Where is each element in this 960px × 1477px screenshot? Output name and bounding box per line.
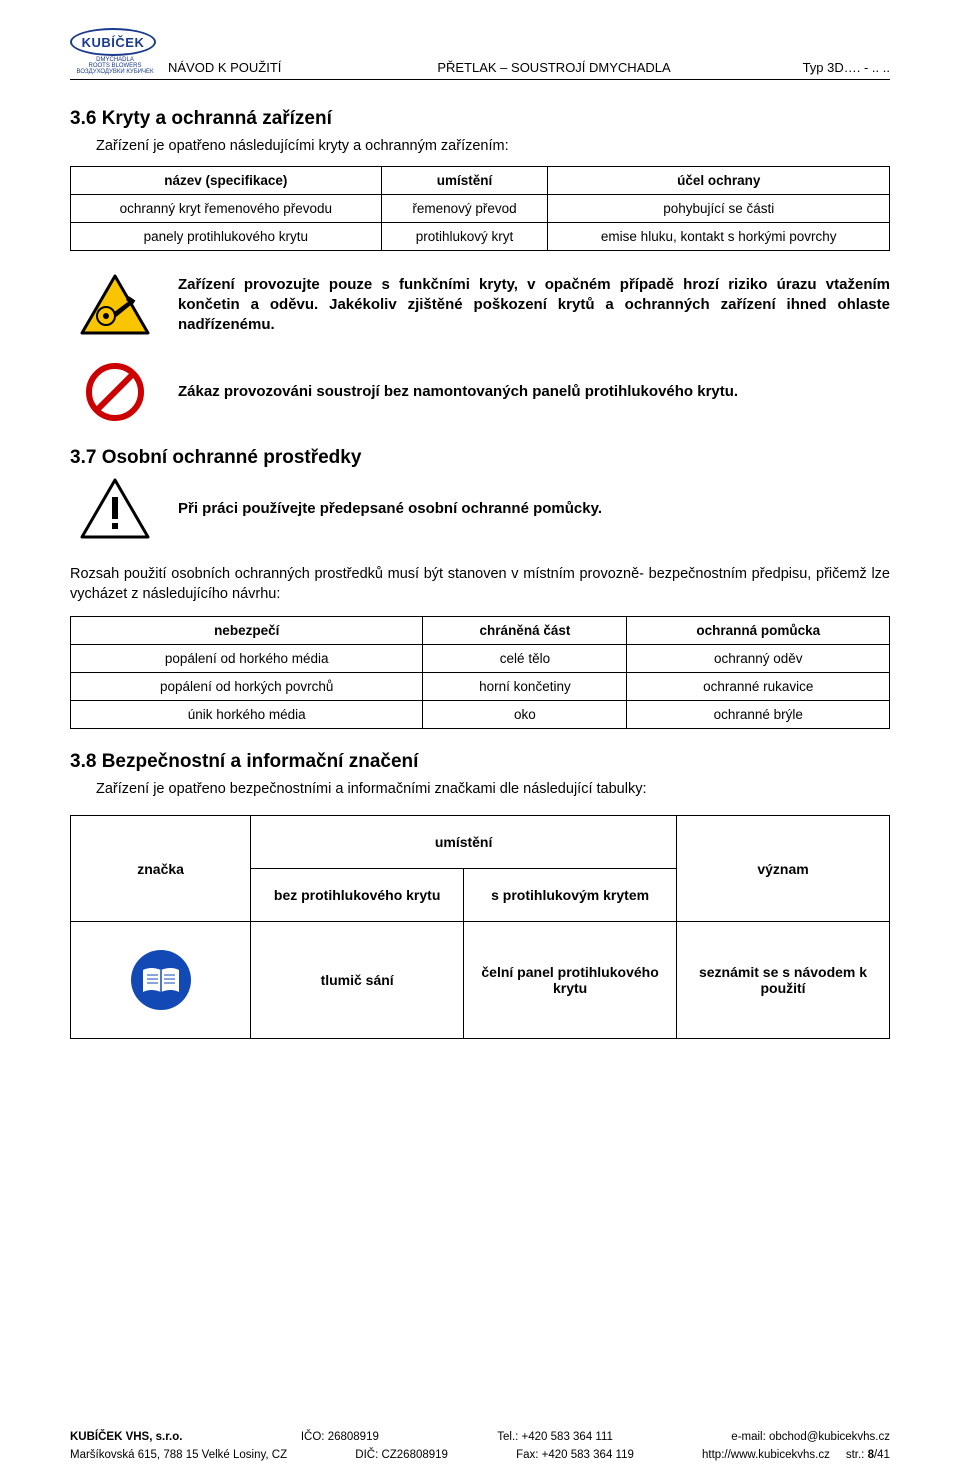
- col-bez: bez protihlukového krytu: [251, 869, 464, 922]
- footer-addr: Maršíkovská 615, 788 15 Velké Losiny, CZ: [70, 1449, 287, 1461]
- col-header: umístění: [381, 167, 548, 195]
- ppe-table: nebezpečí chráněná část ochranná pomůcka…: [70, 616, 890, 729]
- section-3-8-title: 3.8 Bezpečnostní a informační značení: [70, 751, 890, 773]
- table-row: název (specifikace) umístění účel ochran…: [71, 167, 890, 195]
- section-3-6-title: 3.6 Kryty a ochranná zařízení: [70, 108, 890, 130]
- logo-sub3: ВОЗДУХОДУВКИ КУБИЧЕК: [70, 69, 160, 75]
- col-s: s protihlukovým krytem: [464, 869, 677, 922]
- signs-table: značka umístění význam bez protihlukovéh…: [70, 815, 890, 1039]
- caution-icon: [70, 477, 160, 541]
- footer-dic: DIČ: CZ26808919: [355, 1449, 448, 1461]
- warning-ppe: Při práci používejte předepsané osobní o…: [70, 477, 890, 541]
- page: KUBÍČEK DMYCHADLA ROOTS BLOWERS ВОЗДУХОД…: [0, 0, 960, 1477]
- table-row: nebezpečí chráněná část ochranná pomůcka: [71, 617, 890, 645]
- footer-web-page: http://www.kubicekvhs.cz str.: 8/41: [702, 1449, 890, 1461]
- logo: KUBÍČEK DMYCHADLA ROOTS BLOWERS ВОЗДУХОД…: [70, 28, 160, 75]
- table-row: panely protihlukového krytu protihlukový…: [71, 223, 890, 251]
- page-header: KUBÍČEK DMYCHADLA ROOTS BLOWERS ВОЗДУХОД…: [70, 28, 890, 80]
- header-left: NÁVOD K POUŽITÍ: [168, 60, 368, 75]
- footer-email: e-mail: obchod@kubicekvhs.cz: [731, 1431, 890, 1443]
- header-right: Typ 3D…. - .. ..: [740, 60, 890, 75]
- warning-text: Zákaz provozováni soustrojí bez namontov…: [160, 382, 890, 402]
- section-3-7-para: Rozsah použití osobních ochranných prost…: [70, 565, 890, 604]
- footer-company: KUBÍČEK VHS, s.r.o.: [70, 1431, 182, 1443]
- footer-fax: Fax: +420 583 364 119: [516, 1449, 634, 1461]
- warning-text: Zařízení provozujte pouze s funkčními kr…: [160, 275, 890, 336]
- prohibit-icon: [70, 361, 160, 423]
- read-manual-icon: [129, 948, 193, 1012]
- table-row: značka umístění význam: [71, 816, 890, 869]
- page-label: str.:: [846, 1449, 865, 1461]
- col-header: název (specifikace): [71, 167, 382, 195]
- warning-prohibit: Zákaz provozováni soustrojí bez namontov…: [70, 361, 890, 423]
- warning-text: Při práci používejte předepsané osobní o…: [160, 499, 890, 519]
- col-vyznam: význam: [677, 816, 890, 922]
- table-row: únik horkého média oko ochranné brýle: [71, 701, 890, 729]
- col-header: nebezpečí: [71, 617, 423, 645]
- entrapment-icon: [70, 273, 160, 337]
- table-row: tlumič sání čelní panel protihlukového k…: [71, 922, 890, 1039]
- page-footer: KUBÍČEK VHS, s.r.o. IČO: 26808919 Tel.: …: [70, 1425, 890, 1461]
- section-3-7-title: 3.7 Osobní ochranné prostředky: [70, 447, 890, 469]
- section-3-6-intro: Zařízení je opatřeno následujícími kryty…: [96, 138, 890, 154]
- covers-table: název (specifikace) umístění účel ochran…: [70, 166, 890, 251]
- col-header: ochranná pomůcka: [627, 617, 890, 645]
- col-znacka: značka: [71, 816, 251, 922]
- footer-web: http://www.kubicekvhs.cz: [702, 1449, 830, 1461]
- sign-loc-s: čelní panel protihlukového krytu: [464, 922, 677, 1039]
- footer-ico: IČO: 26808919: [301, 1431, 379, 1443]
- table-row: popálení od horkých povrchů horní končet…: [71, 673, 890, 701]
- header-center: PŘETLAK – SOUSTROJÍ DMYCHADLA: [368, 60, 740, 75]
- col-header: účel ochrany: [548, 167, 890, 195]
- table-row: popálení od horkého média celé tělo ochr…: [71, 645, 890, 673]
- footer-tel: Tel.: +420 583 364 111: [497, 1431, 613, 1443]
- warning-entrapment: Zařízení provozujte pouze s funkčními kr…: [70, 273, 890, 337]
- table-row: ochranný kryt řemenového převodu řemenov…: [71, 195, 890, 223]
- page-total: /41: [874, 1449, 890, 1461]
- col-umisteni: umístění: [251, 816, 677, 869]
- logo-oval: KUBÍČEK: [70, 28, 156, 56]
- col-header: chráněná část: [423, 617, 627, 645]
- sign-loc-bez: tlumič sání: [251, 922, 464, 1039]
- sign-icon-cell: [71, 922, 251, 1039]
- sign-meaning: seznámit se s návodem k použití: [677, 922, 890, 1039]
- section-3-8-intro: Zařízení je opatřeno bezpečnostními a in…: [96, 781, 890, 797]
